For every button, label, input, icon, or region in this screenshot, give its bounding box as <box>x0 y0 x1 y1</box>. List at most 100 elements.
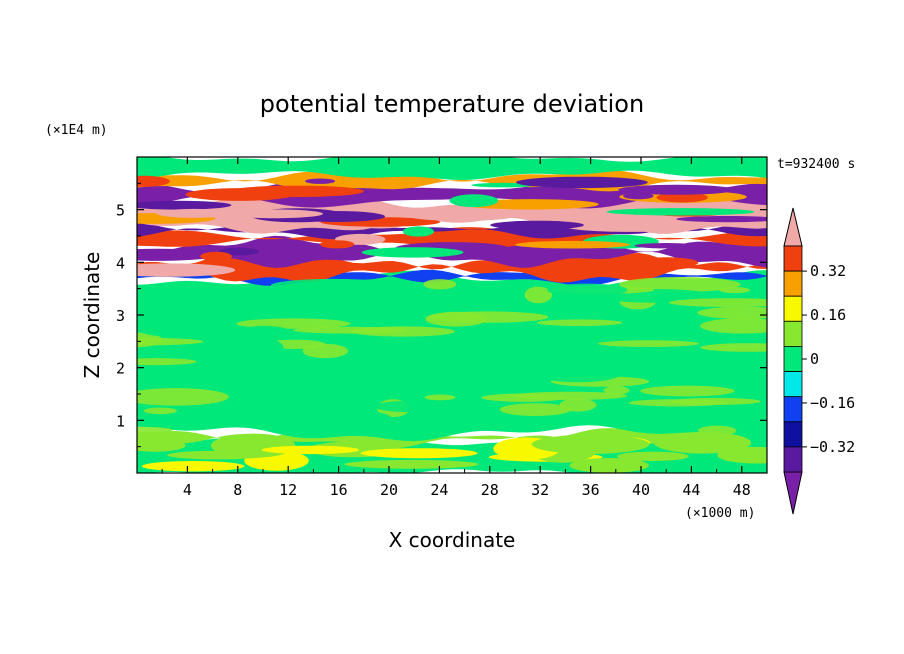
contour-cell <box>302 343 349 359</box>
y-tick-label: 5 <box>116 202 125 220</box>
contour-cell <box>534 364 622 383</box>
colorbar-tick-label: −0.32 <box>810 438 855 456</box>
contour-cell <box>137 200 232 210</box>
x-tick-label: 48 <box>733 481 751 499</box>
x-tick-label: 40 <box>632 481 650 499</box>
contour-band <box>137 219 767 240</box>
contour-cell <box>218 412 271 427</box>
contour-cell <box>185 188 294 201</box>
contour-cell <box>598 340 699 347</box>
contour-cell <box>142 461 245 472</box>
contour-cell <box>405 209 518 221</box>
colorbar-segment <box>783 421 803 448</box>
contour-cell <box>656 192 708 203</box>
x-tick-label: 12 <box>279 481 297 499</box>
contour-cell <box>230 335 280 353</box>
contour-cell <box>305 178 336 184</box>
y-tick-label: 1 <box>116 412 125 430</box>
colorbar-tick-label: 0 <box>810 350 819 368</box>
contour-cell <box>606 208 755 216</box>
contour-cell <box>226 209 323 219</box>
contour-cell <box>424 394 456 401</box>
y-tick-label: 3 <box>116 307 125 325</box>
contour-cell <box>137 426 173 434</box>
x-tick-label: 44 <box>682 481 700 499</box>
contour-cell <box>352 295 458 311</box>
contour-cell <box>402 226 434 237</box>
contour-cell <box>332 411 393 428</box>
contour-cell <box>143 407 177 415</box>
contour-cell <box>515 240 630 249</box>
contour-cell <box>137 337 204 346</box>
x-tick-label: 20 <box>380 481 398 499</box>
contour-cell <box>473 333 582 343</box>
contour-cell <box>490 220 584 230</box>
contour-cell <box>270 278 397 293</box>
contour-cell <box>200 251 233 261</box>
contour-cell <box>559 398 597 412</box>
colorbar-extend-top <box>783 207 803 247</box>
contour-cell <box>564 220 699 232</box>
chart-title: potential temperature deviation <box>260 90 644 118</box>
x-unit-label: (×1000 m) <box>685 506 755 521</box>
colorbar-tick-label: −0.16 <box>810 394 855 412</box>
contour-cell <box>319 240 355 249</box>
contour-cell <box>524 286 552 304</box>
colorbar-segment <box>783 446 803 473</box>
contour-cell <box>425 311 488 327</box>
contour-cell <box>634 243 699 249</box>
contour-cell <box>137 263 236 277</box>
contour-cell <box>499 403 571 416</box>
contour-cell <box>722 357 767 375</box>
colorbar-segment <box>783 270 803 297</box>
contour-cell <box>668 298 767 307</box>
contour-cell <box>137 439 186 452</box>
contour-cell <box>618 184 735 195</box>
contour-cell <box>261 445 360 455</box>
contour-cell <box>360 448 478 459</box>
x-tick-label: 28 <box>481 481 499 499</box>
contour-band <box>137 157 767 180</box>
contour-cell <box>536 319 623 327</box>
contour-cell <box>361 247 464 258</box>
y-axis-ticks: 1 2 3 4 5 <box>116 182 767 448</box>
x-tick-label: 8 <box>233 481 242 499</box>
contour-cell <box>623 192 654 200</box>
colorbar-tick-label: 0.32 <box>810 262 846 280</box>
contour-cell <box>423 279 457 290</box>
contour-cell <box>344 459 479 469</box>
contour-cell <box>628 399 727 407</box>
contour-cell <box>167 450 269 460</box>
x-tick-label: 16 <box>330 481 348 499</box>
contour-cell <box>634 257 699 268</box>
contour-cell <box>654 432 752 454</box>
contour-cell <box>569 458 649 473</box>
contour-cell <box>372 400 465 413</box>
contour-cell <box>603 386 630 395</box>
contour-cell <box>449 194 499 208</box>
y-axis-label: Z coordinate <box>80 252 104 379</box>
contour-cell <box>700 318 767 334</box>
colorbar-segment <box>783 396 803 423</box>
x-tick-label: 24 <box>430 481 448 499</box>
contour-cell <box>547 283 628 297</box>
contour-cell <box>719 287 750 294</box>
contour-cell <box>717 446 767 464</box>
contour-cell <box>550 343 621 360</box>
colorbar-segment <box>783 295 803 322</box>
contour-cell <box>156 208 233 218</box>
contour-cell <box>640 385 735 397</box>
contour-cell <box>697 306 767 319</box>
x-axis-label: X coordinate <box>389 528 516 552</box>
contour-cell <box>700 343 767 352</box>
x-axis-ticks: 4 8 12 16 20 24 28 32 36 40 44 48 <box>161 157 751 499</box>
contour-cell <box>619 277 741 292</box>
colorbar-segment <box>783 371 803 398</box>
colorbar: 0.32 0.16 0 −0.16 −0.32 <box>783 207 855 515</box>
contour-band <box>137 227 767 251</box>
contour-field <box>137 157 767 473</box>
contour-cell <box>293 326 407 334</box>
contour-cell <box>137 388 229 406</box>
contour-cell <box>481 393 566 402</box>
